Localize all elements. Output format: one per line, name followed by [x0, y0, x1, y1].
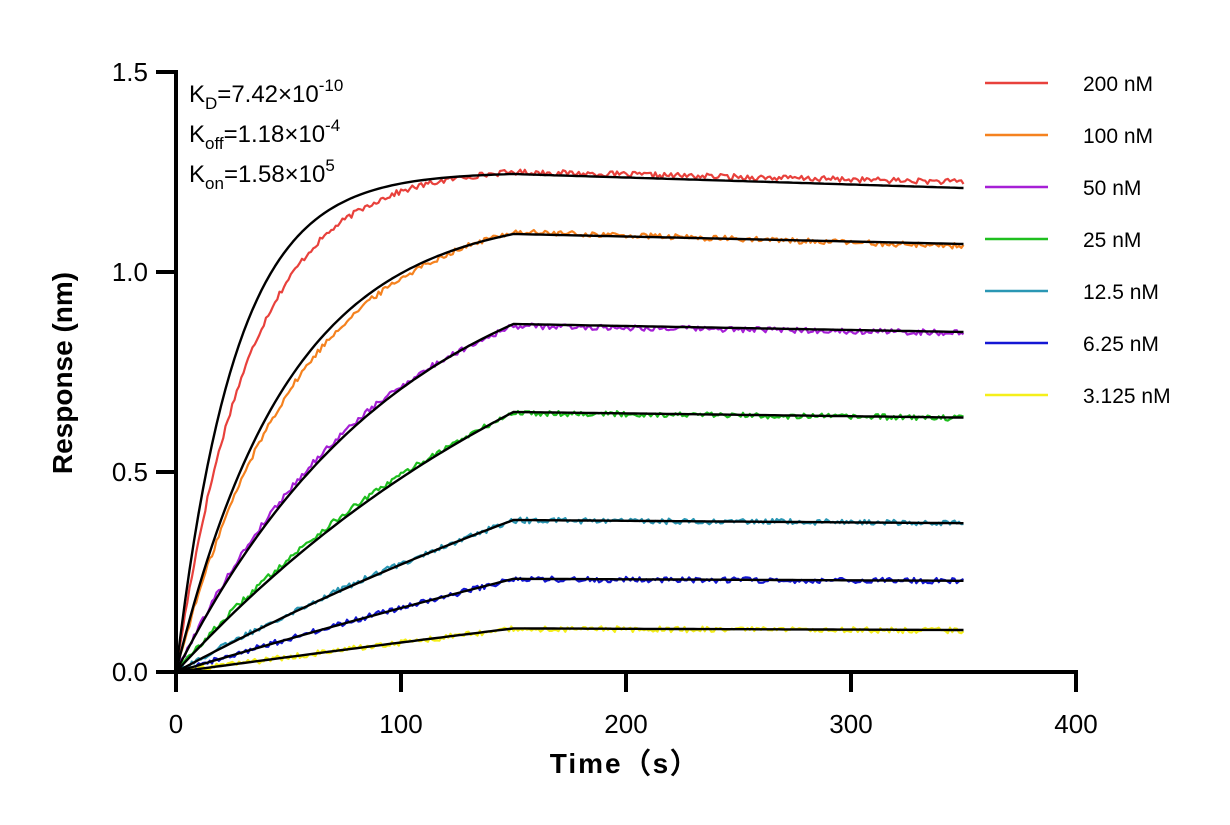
- legend-label: 25 nM: [1083, 229, 1141, 252]
- axes: 0.0 0.5 1.0 1.5 0 100 200 300 400: [112, 57, 1098, 739]
- data-series-line: [175, 625, 965, 674]
- plot-area: [174, 168, 965, 674]
- x-tick-label: 100: [379, 709, 422, 739]
- fit-curve-line: [175, 577, 964, 674]
- data-series-line: [175, 322, 965, 673]
- x-tick-label: 200: [604, 709, 647, 739]
- legend-label: 12.5 nM: [1083, 281, 1159, 304]
- legend-label: 6.25 nM: [1083, 333, 1159, 356]
- fit-curve-line: [174, 232, 964, 673]
- y-tick-label: 0.5: [112, 457, 148, 487]
- x-tick-label: 0: [169, 709, 183, 739]
- kinetic-constant-label: KD=7.42×10-10: [189, 76, 343, 113]
- y-tick-label: 1.0: [112, 257, 148, 287]
- kinetic-constant-label: Kon=1.58×105: [189, 156, 335, 193]
- data-series-line: [175, 410, 964, 673]
- y-tick-label: 1.5: [112, 57, 148, 87]
- legend: 200 nM 100 nM 50 nM 25 nM 12.5 nM 6.25 nM 3.12…: [985, 73, 1171, 408]
- legend-label: 200 nM: [1083, 73, 1153, 96]
- fit-curve-line: [174, 172, 964, 673]
- fit-curve-line: [175, 627, 964, 674]
- legend-label: 100 nM: [1083, 125, 1153, 148]
- fit-curve-line: [174, 322, 964, 673]
- data-series-line: [176, 516, 964, 674]
- x-axis-title: Time（s）: [550, 747, 700, 779]
- kinetic-constant-label: Koff=1.18×10-4: [189, 116, 340, 153]
- legend-label: 3.125 nM: [1083, 385, 1171, 408]
- data-series-line: [174, 228, 965, 673]
- y-axis-title: Response (nm): [47, 272, 78, 474]
- fit-curve-line: [175, 518, 964, 674]
- legend-label: 50 nM: [1083, 177, 1141, 200]
- y-tick-label: 0.0: [112, 657, 148, 687]
- data-series-line: [174, 168, 965, 673]
- x-tick-label: 400: [1054, 709, 1097, 739]
- x-tick-label: 300: [829, 709, 872, 739]
- fit-curve-line: [175, 410, 964, 673]
